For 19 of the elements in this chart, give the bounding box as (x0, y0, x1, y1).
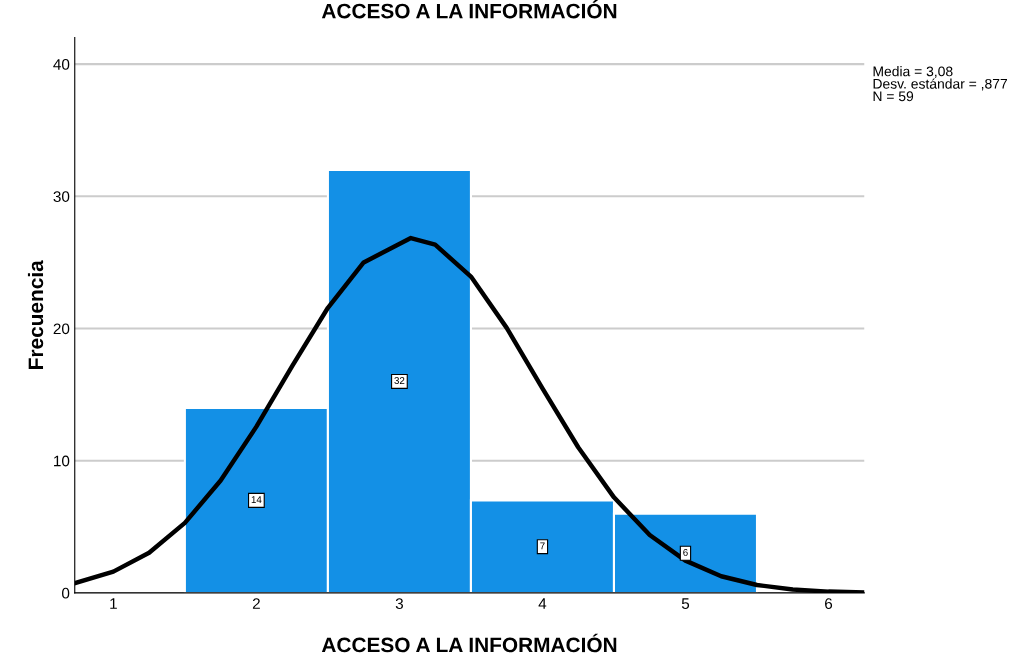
y-tick-label: 20 (53, 323, 70, 335)
x-tick-label: 1 (110, 598, 117, 609)
data-label: 32 (394, 377, 405, 385)
data-label: 6 (683, 548, 688, 556)
chart-title: ACCESO A LA INFORMACIÓN (321, 0, 617, 19)
x-tick-label: 3 (395, 598, 403, 609)
y-tick-label: 0 (61, 587, 70, 599)
x-tick-label: 4 (538, 598, 547, 609)
y-tick-label: 10 (54, 455, 70, 467)
x-tick-label: 5 (681, 598, 690, 609)
data-label: 14 (251, 496, 262, 503)
y-tick-label: 30 (53, 191, 70, 202)
y-tick-label: 40 (53, 58, 70, 70)
x-tick-label: 6 (825, 598, 833, 609)
text: Media = 3,08 Desv. estándar = ,877 N = 59 (873, 66, 1007, 102)
x-axis-title: ACCESO A LA INFORMACIÓN (321, 633, 617, 653)
data-label: 7 (540, 542, 545, 550)
x-tick-label: 2 (252, 598, 260, 609)
y-axis-title: Frecuencia (27, 260, 44, 369)
